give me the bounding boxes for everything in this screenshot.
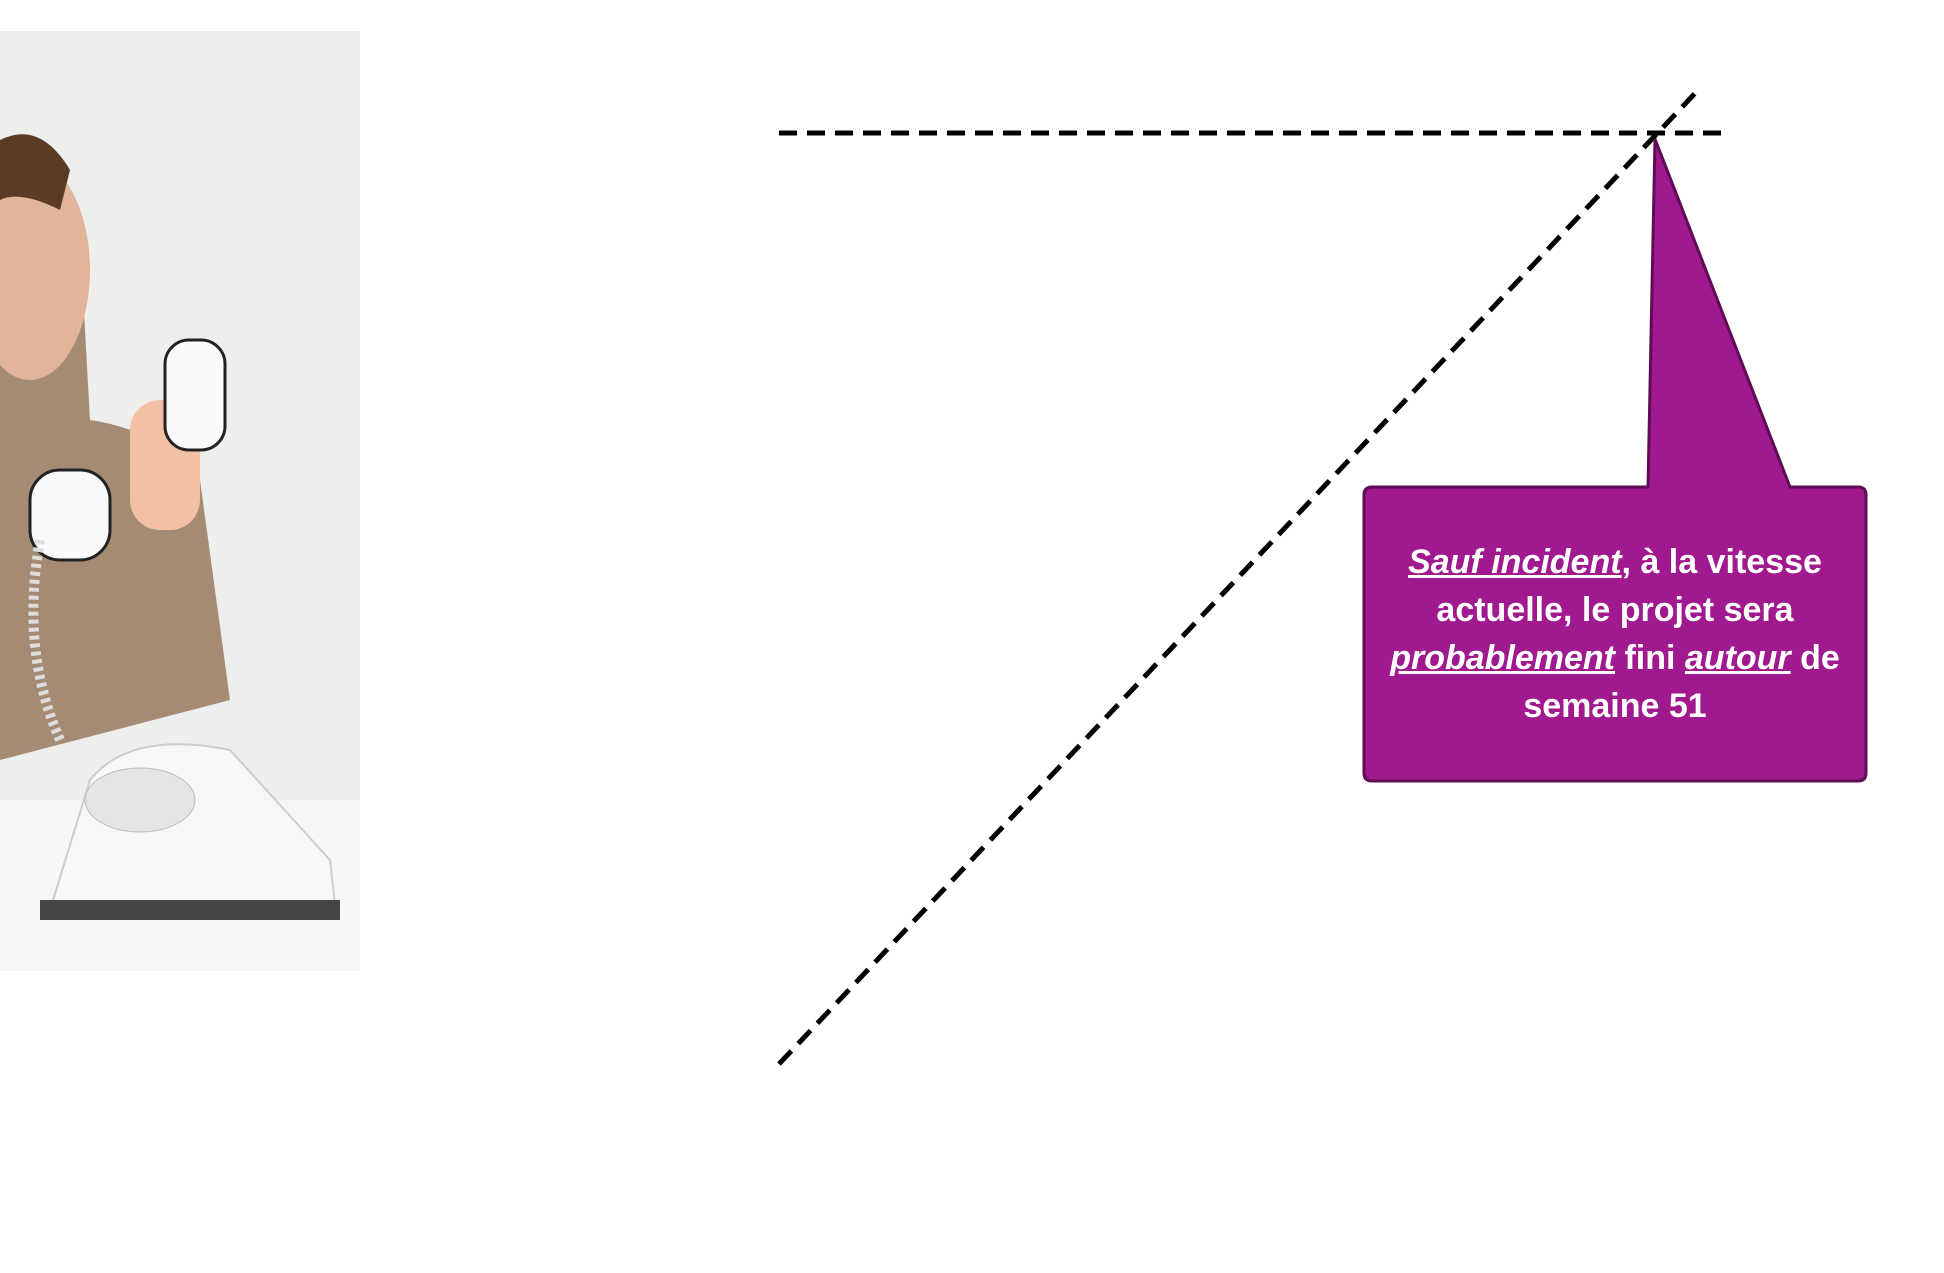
callout-segment: autour [1684,639,1791,677]
callout-text: Sauf incident, à la vitesse actuelle, le… [1372,495,1858,773]
callout-segment: Sauf incident [1408,543,1622,581]
annotation-graphics [777,85,1868,1066]
callout-segment: de semaine 51 [1523,639,1840,725]
callout-segment: , à la vitesse actuelle, le projet sera [1436,543,1822,629]
callout-segment: probablement [1390,639,1615,677]
callout [1362,138,1868,783]
callout-body: Sauf incident, à la vitesse actuelle, le… [1386,538,1844,730]
photo [0,31,360,971]
callout-segment: fini [1615,639,1685,677]
